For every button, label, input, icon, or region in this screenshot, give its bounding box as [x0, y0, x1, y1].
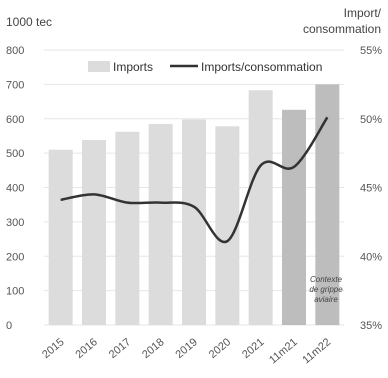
y-left-tick-100: 100 — [6, 286, 24, 298]
bar-11m21 — [282, 109, 306, 325]
y-left-title: 1000 tec — [6, 15, 52, 29]
y-right-tick-45pct: 45% — [360, 183, 382, 195]
x-tick-11m21: 11m21 — [267, 336, 300, 366]
y-right-tick-35pct: 35% — [360, 320, 382, 332]
legend-label-imports: Imports — [113, 60, 153, 74]
bar-2017 — [115, 131, 140, 325]
y-left-tick-500: 500 — [6, 148, 24, 160]
legend-swatch-imports — [88, 61, 110, 72]
y-left-tick-800: 800 — [6, 45, 24, 57]
annotation-line-3: aviaire — [314, 295, 338, 304]
x-tick-2021: 2021 — [240, 336, 266, 361]
y-left-tick-200: 200 — [6, 251, 24, 263]
y-right-tick-50pct: 50% — [360, 114, 382, 126]
y-right-tick-55pct: 55% — [360, 45, 382, 57]
bar-2019 — [182, 119, 206, 325]
y-right-title-line1: Import/ — [344, 6, 382, 20]
y-left-tick-700: 700 — [6, 79, 24, 91]
y-left-tick-600: 600 — [6, 114, 24, 126]
bar-2021 — [248, 90, 273, 325]
x-tick-2016: 2016 — [73, 336, 99, 361]
line-layer — [60, 116, 329, 244]
legend: Imports Imports/consommation — [88, 60, 322, 74]
y-left-tick-300: 300 — [6, 217, 24, 229]
bar-2015 — [48, 149, 73, 325]
legend-label-ratio: Imports/consommation — [201, 60, 322, 74]
bar-11m22 — [315, 84, 340, 325]
bar-2016 — [82, 140, 106, 325]
x-tick-2017: 2017 — [107, 336, 133, 361]
bar-2020 — [215, 126, 240, 325]
x-tick-2020: 2020 — [207, 336, 233, 361]
x-tick-2019: 2019 — [173, 336, 199, 361]
annotation-line-2: de grippe — [309, 285, 343, 294]
x-tick-2018: 2018 — [140, 336, 166, 361]
bar-2018 — [148, 123, 173, 325]
y-left-tick-0: 0 — [6, 320, 12, 332]
annotation-line-1: Contexte — [310, 275, 343, 284]
y-left-tick-400: 400 — [6, 183, 24, 195]
y-right-title-line2: consommation — [303, 22, 381, 36]
x-tick-11m22: 11m22 — [300, 336, 333, 366]
x-tick-2015: 2015 — [40, 336, 66, 361]
annotation: Contexte de grippe aviaire — [309, 275, 343, 304]
bars — [48, 84, 340, 325]
y-right-tick-40pct: 40% — [360, 251, 382, 263]
